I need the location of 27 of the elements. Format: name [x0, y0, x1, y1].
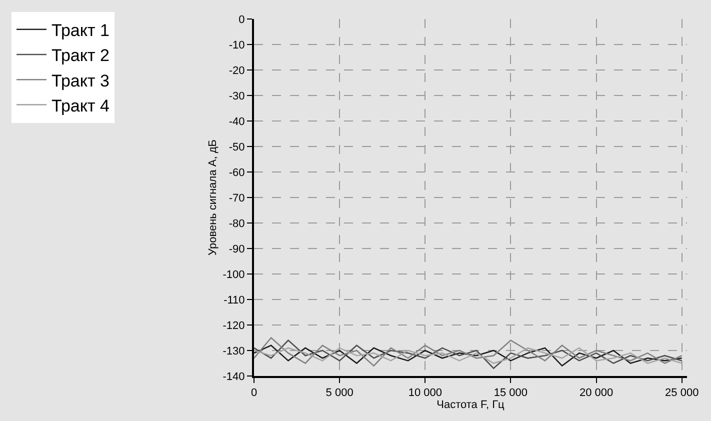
y-tick-label: -120	[222, 320, 245, 332]
x-tick-label: 10 000	[408, 387, 442, 400]
y-tick-label: -20	[228, 64, 245, 77]
y-tick-label: -130	[222, 345, 245, 358]
x-tick-label: 20 000	[579, 387, 614, 400]
y-tick-label: -50	[228, 141, 245, 154]
y-tick-label: -70	[228, 192, 245, 204]
x-tick-label: 5 000	[326, 387, 354, 400]
y-tick-label: -110	[224, 294, 245, 306]
y-tick-label: -60	[228, 166, 245, 179]
legend-label: Тракт 4	[52, 96, 110, 116]
x-tick-label: 15 000	[494, 387, 528, 400]
x-tick-label: 25 000	[665, 387, 699, 400]
x-axis-title: Частота F, Гц	[436, 399, 506, 412]
y-tick-label: -100	[222, 268, 245, 281]
legend-label: Тракт 2	[52, 46, 110, 66]
y-tick-label: 0	[238, 14, 245, 26]
y-tick-label: -40	[228, 116, 245, 128]
y-tick-label: -90	[228, 243, 245, 256]
legend-label: Тракт 1	[52, 21, 110, 40]
legend-label: Тракт 3	[52, 71, 110, 90]
y-axis-title: Уровень сигнала A, дБ	[206, 140, 219, 256]
y-tick-label: -30	[228, 90, 245, 102]
y-tick-label: -80	[228, 218, 245, 230]
x-tick-label: 0	[250, 387, 258, 400]
y-tick-label: -140	[222, 370, 245, 383]
y-tick-label: -10	[228, 39, 245, 52]
